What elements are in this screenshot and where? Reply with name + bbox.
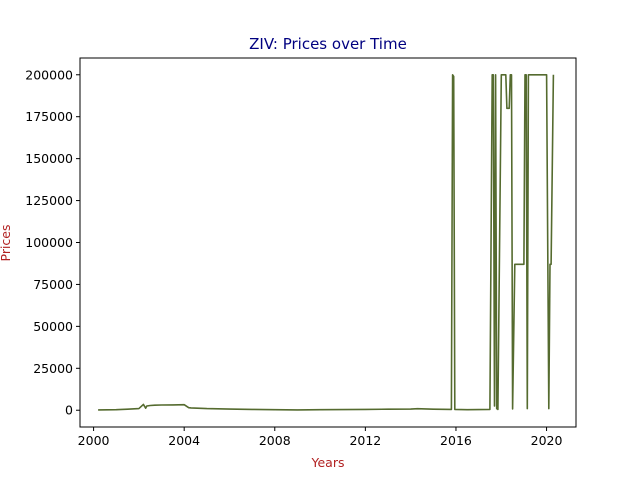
y-axis-label: Prices: [0, 224, 13, 261]
y-tick-label: 125000: [25, 193, 73, 208]
x-axis-label: Years: [311, 455, 345, 470]
chart-title: ZIV: Prices over Time: [249, 35, 407, 53]
y-tick-label: 75000: [33, 277, 73, 292]
x-axis-ticks: 2000 2004 2008 2012 2016 2020: [78, 427, 563, 448]
x-tick-label: 2020: [531, 433, 563, 448]
y-tick-label: 50000: [33, 319, 73, 334]
data-layer: [98, 74, 555, 411]
y-tick-label: 0: [65, 403, 73, 418]
x-tick-label: 2000: [78, 433, 110, 448]
y-tick-label: 100000: [25, 235, 73, 250]
series-line: [98, 74, 555, 411]
plot-area: 2000 2004 2008 2012 2016 2020 0 25000 50000 7500…: [25, 57, 577, 448]
x-tick-label: 2012: [349, 433, 381, 448]
y-axis-ticks: 0 25000 50000 75000 100000 125000 150000 175000…: [25, 67, 80, 418]
y-tick-label: 25000: [33, 361, 73, 376]
y-tick-label: 175000: [25, 109, 73, 124]
x-tick-label: 2016: [440, 433, 472, 448]
x-tick-label: 2008: [259, 433, 291, 448]
y-tick-label: 150000: [25, 151, 73, 166]
x-tick-label: 2004: [168, 433, 200, 448]
y-tick-label: 200000: [25, 67, 73, 82]
